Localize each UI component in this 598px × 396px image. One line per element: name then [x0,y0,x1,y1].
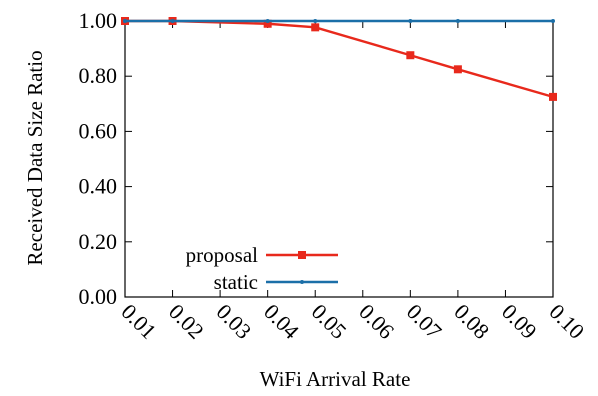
x-tick-label: 0.01 [116,299,161,344]
y-tick-label: 0.20 [79,229,118,254]
data-point-proposal [549,93,557,101]
data-point-static [456,19,460,23]
data-point-static [408,19,412,23]
data-point-static [123,19,127,23]
data-point-static [551,19,555,23]
legend-marker-proposal [298,251,306,259]
data-point-static [266,19,270,23]
legend-label-proposal: proposal [186,243,258,267]
data-point-static [313,19,317,23]
x-tick-label: 0.10 [544,299,589,344]
x-tick-label: 0.04 [259,299,304,344]
series-line-proposal [125,21,553,97]
x-tick-label: 0.06 [354,299,399,344]
x-tick-label: 0.03 [212,299,257,344]
y-tick-label: 1.00 [79,8,118,33]
x-tick-label: 0.05 [307,299,352,344]
y-tick-label: 0.80 [79,63,118,88]
legend-marker-static [300,280,304,284]
data-point-proposal [406,51,414,59]
y-tick-label: 0.00 [79,284,118,309]
y-axis-label: Received Data Size Ratio [23,50,47,265]
legend-label-static: static [214,270,258,294]
series-proposal [121,17,557,101]
y-tick-label: 0.40 [79,174,118,199]
x-tick-label: 0.02 [164,299,209,344]
y-tick-label: 0.60 [79,118,118,143]
x-tick-label: 0.07 [402,299,447,344]
series [121,17,557,101]
data-point-proposal [311,23,319,31]
data-point-static [171,19,175,23]
x-tick-label: 0.09 [497,299,542,344]
x-tick-label: 0.08 [449,299,494,344]
data-point-proposal [454,65,462,73]
x-axis-label: WiFi Arrival Rate [260,367,411,391]
ticks: 0.00 0.20 0.40 0.60 0.80 1.00 0.01 0.02 0.03 0.04… [79,8,590,344]
legend: proposal static [186,243,338,294]
